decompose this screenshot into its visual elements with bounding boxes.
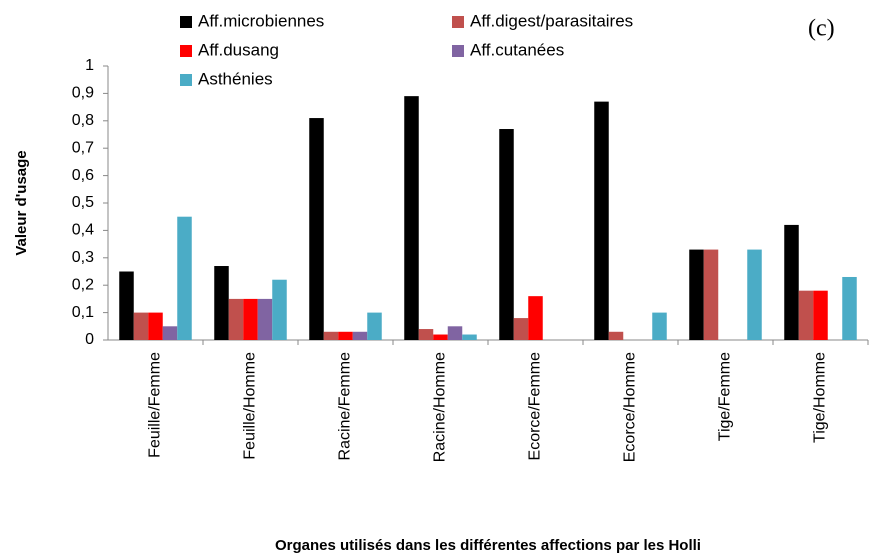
y-tick-label: 0,1 bbox=[72, 304, 94, 321]
bar bbox=[842, 276, 857, 340]
bar bbox=[798, 290, 814, 340]
x-tick-label: Ecorce/Homme bbox=[622, 352, 639, 462]
legend-swatch bbox=[452, 45, 464, 57]
y-tick-label: 0,8 bbox=[72, 112, 94, 129]
bar bbox=[228, 298, 244, 340]
y-tick-label: 0,4 bbox=[72, 222, 94, 239]
y-tick-label: 0 bbox=[85, 331, 94, 348]
x-tick-label: Tige/Femme bbox=[717, 352, 734, 441]
legend-label: Asthénies bbox=[198, 69, 273, 88]
bar bbox=[214, 266, 229, 340]
legend-swatch bbox=[180, 45, 192, 57]
bar bbox=[148, 312, 163, 340]
bar bbox=[513, 318, 529, 340]
x-tick-label: Feuille/Femme bbox=[147, 352, 164, 458]
bar bbox=[272, 279, 287, 340]
y-tick-label: 0,9 bbox=[72, 85, 94, 102]
x-tick-label: Ecorce/Femme bbox=[527, 352, 544, 461]
y-tick-label: 1 bbox=[85, 57, 94, 74]
x-tick-label: Racine/Femme bbox=[337, 352, 354, 461]
legend-label: Aff.cutanées bbox=[470, 40, 564, 59]
x-tick-label: Feuille/Homme bbox=[242, 352, 259, 460]
x-axis-title: Organes utilisés dans les différentes af… bbox=[275, 537, 701, 554]
annotation: (c) bbox=[808, 16, 835, 42]
legend-label: Aff.microbiennes bbox=[198, 11, 324, 30]
bar bbox=[652, 312, 667, 340]
bar bbox=[433, 334, 448, 340]
bar bbox=[784, 224, 799, 340]
legend-label: Aff.digest/parasitaires bbox=[470, 11, 633, 30]
x-tick-label: Tige/Homme bbox=[812, 352, 829, 443]
bar bbox=[257, 298, 273, 340]
y-tick-label: 0,3 bbox=[72, 249, 94, 266]
legend-label: Aff.dusang bbox=[198, 40, 279, 59]
bar bbox=[813, 290, 828, 340]
bar bbox=[162, 326, 178, 340]
bar bbox=[608, 331, 624, 340]
legend-swatch bbox=[452, 16, 464, 28]
bar bbox=[447, 326, 463, 340]
bar bbox=[243, 298, 258, 340]
y-tick-label: 0,7 bbox=[72, 139, 94, 156]
bar bbox=[747, 249, 762, 340]
x-tick-label: Racine/Homme bbox=[432, 352, 449, 462]
legend-swatch bbox=[180, 16, 192, 28]
y-axis-title: Valeur d'usage bbox=[13, 150, 30, 255]
bar bbox=[703, 249, 719, 340]
bar bbox=[404, 96, 419, 340]
bar bbox=[177, 216, 192, 340]
bar bbox=[338, 331, 353, 340]
bar bbox=[119, 271, 134, 340]
bar bbox=[594, 101, 609, 341]
y-tick-label: 0,5 bbox=[72, 194, 94, 211]
bar bbox=[418, 329, 434, 340]
bar bbox=[323, 331, 339, 340]
bar bbox=[352, 331, 368, 340]
legend-swatch bbox=[180, 74, 192, 86]
bar bbox=[367, 312, 382, 340]
bar bbox=[689, 249, 704, 340]
bar bbox=[499, 129, 514, 340]
bar bbox=[309, 118, 324, 340]
y-tick-label: 0,2 bbox=[72, 276, 94, 293]
bar bbox=[528, 296, 543, 340]
y-tick-label: 0,6 bbox=[72, 167, 94, 184]
bar bbox=[133, 312, 149, 340]
bar bbox=[462, 334, 477, 340]
